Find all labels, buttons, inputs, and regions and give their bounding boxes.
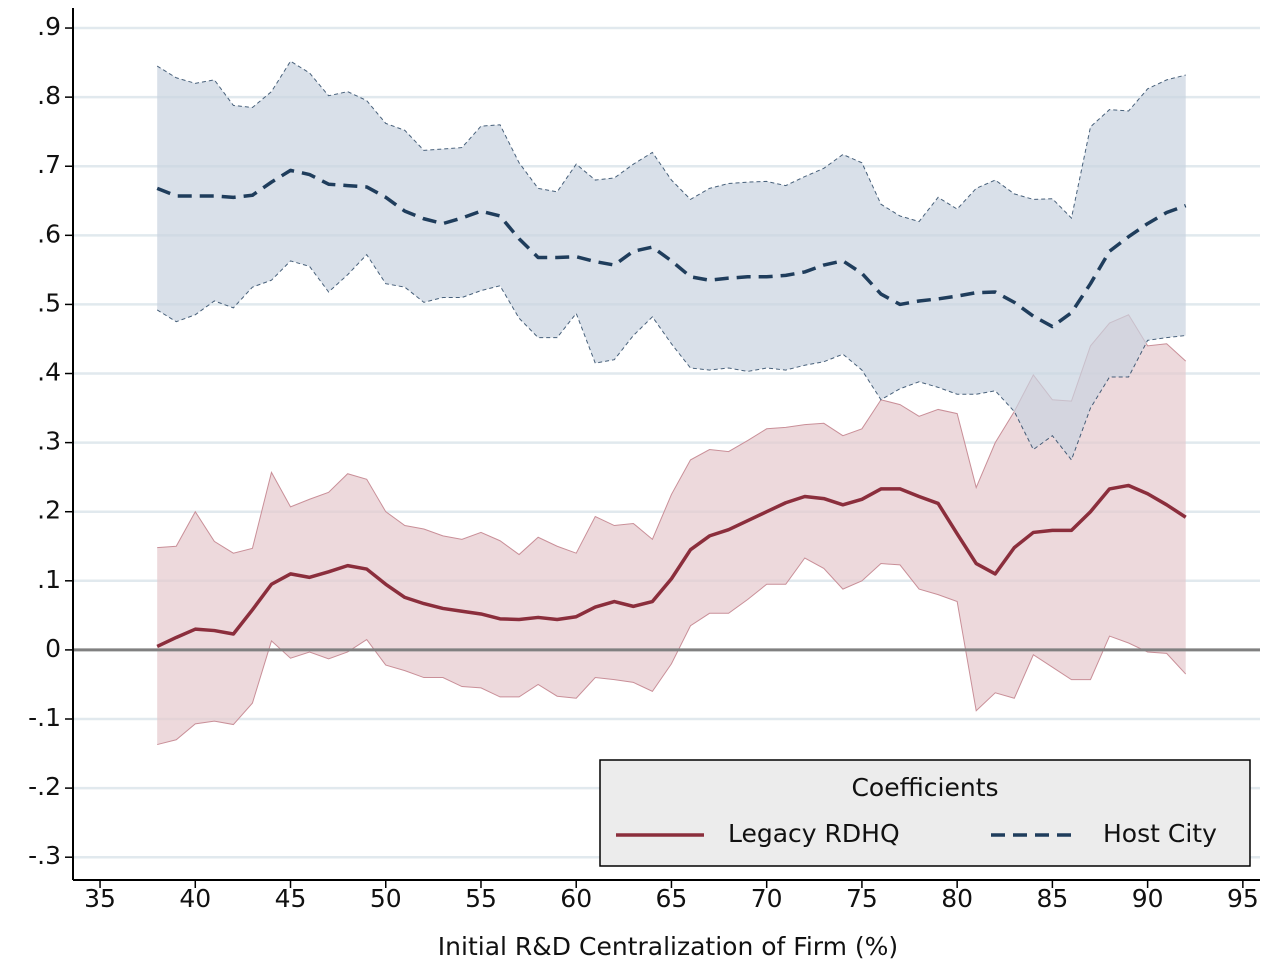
x-tick-label: 85 <box>1036 884 1068 913</box>
x-axis-label: Initial R&D Centralization of Firm (%) <box>438 932 898 961</box>
y-tick-label: 0 <box>45 634 61 663</box>
x-tick-label: 75 <box>846 884 878 913</box>
x-tick-label: 35 <box>84 884 116 913</box>
y-tick-label: .2 <box>37 496 61 525</box>
x-tick-label: 70 <box>751 884 783 913</box>
y-tick-label: .1 <box>37 565 61 594</box>
series-line <box>156 168 1187 329</box>
x-tick-label: 45 <box>275 884 307 913</box>
legend-label: Host City <box>1103 819 1217 848</box>
y-tick-label: .3 <box>37 427 61 456</box>
series-line <box>156 483 1187 649</box>
confidence-band <box>157 61 1186 460</box>
x-tick-label: 55 <box>465 884 497 913</box>
x-tick-label: 90 <box>1132 884 1164 913</box>
x-tick-label: 50 <box>370 884 402 913</box>
y-tick-label: .6 <box>37 219 61 248</box>
x-tick-label: 95 <box>1227 884 1259 913</box>
legend-box <box>599 759 1251 867</box>
band-edge <box>156 253 1186 461</box>
y-tick-label: -.2 <box>28 772 61 801</box>
x-tick-label: 60 <box>560 884 592 913</box>
y-tick-label: .9 <box>37 12 61 41</box>
x-tick-label: 40 <box>179 884 211 913</box>
y-tick-label: .8 <box>37 81 61 110</box>
band-edge <box>157 557 1187 746</box>
legend-label: Legacy RDHQ <box>728 819 900 848</box>
x-tick-label: 80 <box>941 884 973 913</box>
x-tick-label: 65 <box>656 884 688 913</box>
legend-title: Coefficients <box>851 773 998 802</box>
y-tick-label: .5 <box>37 288 61 317</box>
band-edge <box>156 60 1186 223</box>
y-tick-label: .7 <box>37 150 61 179</box>
y-tick-label: -.1 <box>28 703 61 732</box>
y-tick-label: .4 <box>37 358 61 387</box>
confidence-band <box>157 314 1186 745</box>
y-tick-label: -.3 <box>28 841 61 870</box>
